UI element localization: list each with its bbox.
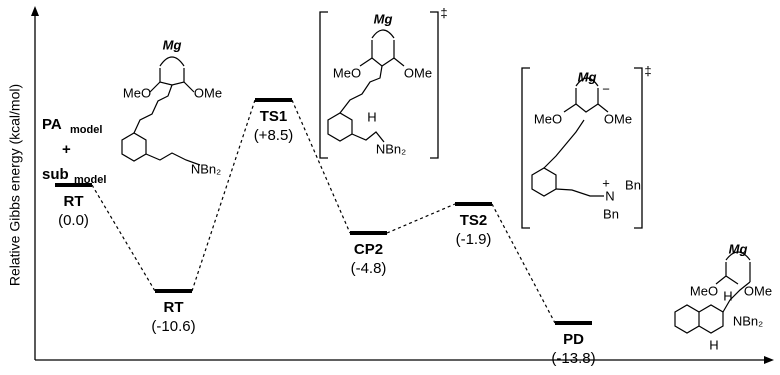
reactant-label-sub: model — [70, 124, 102, 136]
connector — [191, 99, 256, 292]
ring — [674, 304, 700, 334]
chain — [351, 131, 385, 143]
structure-label: H — [723, 288, 732, 303]
level-value: (+8.5) — [254, 127, 294, 144]
structure-label: Mg — [163, 37, 182, 52]
reactant-label: PA model + sub model — [42, 116, 106, 186]
structure-label: OMe — [194, 85, 222, 100]
level-value: (-13.8) — [551, 350, 595, 367]
chain — [339, 65, 383, 114]
chain — [133, 84, 173, 134]
structure-label: ‡ — [644, 63, 651, 78]
reactant-label-main: PA — [42, 116, 62, 133]
chain — [722, 281, 751, 313]
structure-label: ‡ — [440, 5, 447, 20]
reactant-plus: + — [62, 141, 71, 158]
connector — [491, 203, 556, 324]
structure-label: N — [605, 188, 614, 203]
bracket — [319, 11, 439, 159]
level-name: PD — [563, 331, 584, 348]
levels: RT (0.0) RT (-10.6) TS1 (+8.5) CP2 (-4.8) TS2 (-1… — [55, 98, 596, 367]
structure-label: Mg — [578, 69, 597, 84]
y-axis-label: Relative Gibbs energy (kcal/mol) — [7, 84, 23, 286]
chain — [555, 188, 604, 197]
structure-label: MeO — [690, 283, 718, 298]
chelate — [159, 56, 185, 82]
structures-drawing — [121, 11, 751, 334]
chain — [149, 81, 195, 93]
structure-label: + — [602, 175, 610, 190]
structure-label: MeO — [123, 85, 151, 100]
structure-label: NBn₂ — [376, 141, 406, 156]
ring — [698, 304, 724, 334]
chelate — [371, 29, 395, 58]
structure-label: − — [602, 81, 610, 96]
chain — [145, 152, 201, 166]
chain — [359, 57, 405, 67]
reactant-label-main: sub — [42, 166, 69, 183]
ring — [327, 112, 353, 142]
connector — [91, 184, 156, 292]
level-name: RT — [164, 299, 184, 316]
structure-label: MeO — [534, 111, 562, 126]
level-value: (-4.8) — [351, 260, 387, 277]
structure-label: OMe — [744, 283, 772, 298]
x-axis-arrow — [764, 356, 774, 364]
level-value: (-10.6) — [151, 318, 195, 335]
connector — [386, 203, 456, 234]
chain — [563, 103, 609, 113]
ring — [531, 167, 557, 197]
structure-label: H — [709, 337, 718, 352]
level-value: (-1.9) — [456, 231, 492, 248]
level-name: CP2 — [354, 241, 383, 258]
structure-label: Mg — [729, 241, 748, 256]
structure-label: OMe — [404, 65, 432, 80]
chelate — [715, 251, 751, 285]
structure-label: H — [367, 109, 376, 124]
reactant-label-sub: model — [74, 174, 106, 186]
level-name: TS2 — [460, 212, 488, 229]
ring — [121, 132, 147, 162]
connector — [291, 99, 351, 234]
structure-label: Mg — [374, 11, 393, 26]
structure-label: NBn₂ — [191, 161, 221, 176]
y-axis-arrow — [31, 6, 39, 16]
structure-label: NBn₂ — [733, 313, 763, 328]
level-name: TS1 — [260, 108, 288, 125]
level-name: RT — [64, 193, 84, 210]
structure-label: Bn — [603, 206, 619, 221]
chelate — [575, 77, 599, 104]
chain — [543, 119, 585, 169]
structure-label: MeO — [333, 65, 361, 80]
bracket — [521, 67, 643, 229]
structure-label: Bn — [625, 177, 641, 192]
level-value: (0.0) — [58, 212, 89, 229]
structure-label: OMe — [604, 111, 632, 126]
